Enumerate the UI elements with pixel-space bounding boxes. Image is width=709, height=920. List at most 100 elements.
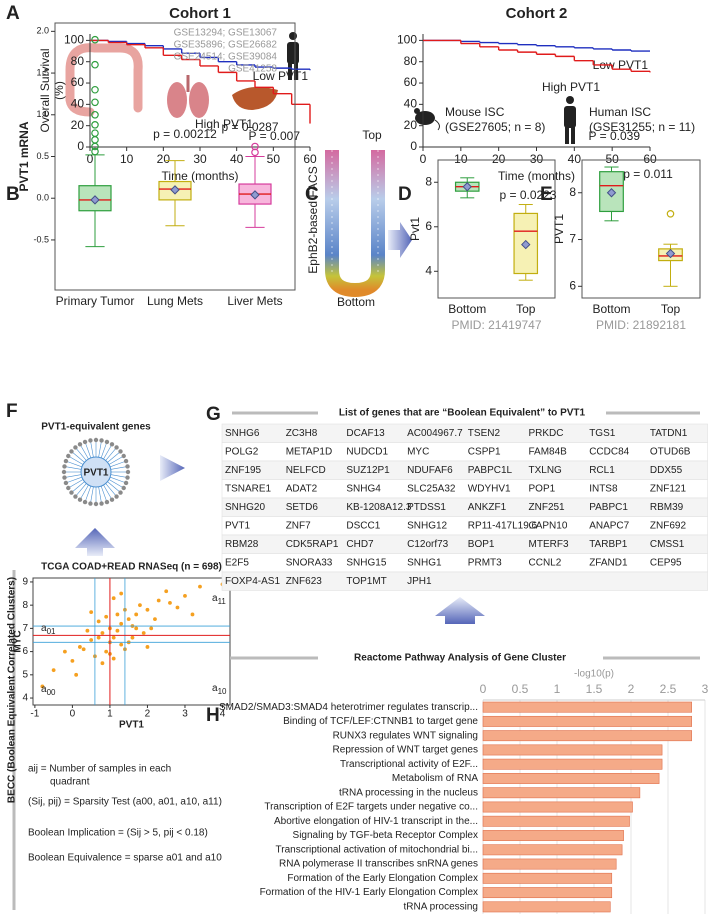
point xyxy=(104,649,109,654)
category-label: Abortive elongation of HIV-1 transcript … xyxy=(274,816,478,827)
gene-node xyxy=(99,438,104,443)
lung-icon xyxy=(167,75,209,118)
gene-cell: PTDSS1 xyxy=(407,502,446,513)
point xyxy=(85,628,90,633)
x-tick-label: 20 xyxy=(157,152,171,166)
legend-line: Boolean Equivalence = sparse a01 and a10 xyxy=(28,853,222,864)
outlier xyxy=(91,120,99,129)
category-label: Transcription of E2F targets under negat… xyxy=(264,802,478,813)
gene-cell: PVT1 xyxy=(225,520,250,531)
series-label: High PVT1 xyxy=(542,80,600,94)
x-axis-label: -log10(p) xyxy=(574,669,614,680)
x-tick-label: 0 xyxy=(420,152,427,166)
spoke xyxy=(76,482,88,496)
x-tick-label: Top xyxy=(661,302,681,316)
point xyxy=(190,612,195,617)
side-label: BECC (Boolean Equivalent Correlated Clus… xyxy=(7,577,18,803)
legend-line: (Sij, pij) = Sparsity Test (a00, a01, a1… xyxy=(28,797,222,808)
gene-node xyxy=(88,438,93,443)
point xyxy=(119,591,124,596)
bar xyxy=(482,887,613,899)
gene-cell: RBM39 xyxy=(650,502,684,513)
gene-node xyxy=(109,442,115,447)
outlier xyxy=(91,98,99,107)
series-label: High PVT1 xyxy=(195,117,253,131)
y-tick-label: 60 xyxy=(71,75,85,89)
spoke xyxy=(106,480,120,492)
y-tick-label: 80 xyxy=(71,54,85,68)
quadrant-letter: a xyxy=(212,593,218,604)
quadrant-index: 10 xyxy=(218,687,227,696)
gene-cell: DDX55 xyxy=(650,465,683,476)
diagram-title: PVT1-equivalent genes xyxy=(41,422,151,433)
category-label: Metabolism of RNA xyxy=(392,773,478,784)
y-tick-label: 9 xyxy=(22,577,28,588)
category-label: Transcriptional activation of mitochondr… xyxy=(276,844,479,855)
bar xyxy=(482,872,613,884)
outlier xyxy=(91,85,99,94)
point xyxy=(70,658,75,663)
spoke xyxy=(102,445,112,461)
gene-cell: ZC3H8 xyxy=(286,428,318,439)
gene-cell: DSCC1 xyxy=(346,520,380,531)
gene-cell: ZNF195 xyxy=(225,465,262,476)
gene-cell: METAP1D xyxy=(286,446,333,457)
bar xyxy=(482,844,623,856)
bar xyxy=(482,730,692,742)
outlier xyxy=(91,35,99,44)
gene-cell: ADAT2 xyxy=(286,483,318,494)
gene-cell: NUDCD1 xyxy=(346,446,388,457)
x-tick-label: 40 xyxy=(568,152,582,166)
gene-cell: MYC xyxy=(407,446,429,457)
gene-node xyxy=(99,501,104,506)
legend-line: Boolean Implication = (Sij > 5, pij < 0.… xyxy=(28,828,208,839)
gene-cell: SNHG20 xyxy=(225,502,265,513)
gene-cell: SUZ12P1 xyxy=(346,465,390,476)
p-value: p = 0.00212 xyxy=(153,127,217,141)
category-label: RUNX3 regulates WNT signaling xyxy=(333,730,478,741)
spoke xyxy=(69,456,85,466)
chart-title: Human ISC xyxy=(589,105,651,119)
chart-subtitle: (GSE27605; n = 8) xyxy=(445,120,545,134)
point xyxy=(168,600,172,605)
x-tick-label: 1 xyxy=(554,682,561,696)
mean xyxy=(90,195,100,205)
gene-node xyxy=(66,453,71,459)
point xyxy=(119,621,124,626)
gene-node xyxy=(66,485,71,491)
point xyxy=(89,638,94,642)
gene-node xyxy=(69,449,74,454)
gene-cell: NELFCD xyxy=(286,465,326,476)
gene-cell: PRMT3 xyxy=(468,557,502,568)
bar xyxy=(482,715,692,727)
center-node xyxy=(80,456,112,488)
point xyxy=(130,635,135,640)
gene-cell: C12orf73 xyxy=(407,539,449,550)
y-tick-label: 1.0 xyxy=(36,109,49,119)
y-tick-label: 4 xyxy=(425,263,432,277)
spoke xyxy=(104,448,116,462)
x-tick-label: 50 xyxy=(605,152,619,166)
point xyxy=(149,626,154,631)
chart-title: Cohort 2 xyxy=(506,5,568,22)
gene-cell: PRKDC xyxy=(529,428,564,439)
quadrant-index: 00 xyxy=(47,688,56,697)
bar xyxy=(482,858,617,870)
point xyxy=(175,605,180,610)
arrow xyxy=(435,597,485,624)
crypt-top: Top xyxy=(362,128,382,142)
bar xyxy=(482,758,663,770)
outlier xyxy=(91,60,99,69)
y-tick-label: 60 xyxy=(404,75,418,89)
outlier xyxy=(91,129,99,137)
mean xyxy=(170,185,180,195)
x-tick-label: 2.5 xyxy=(660,682,677,696)
bar xyxy=(482,744,663,756)
gene-node xyxy=(118,449,123,454)
x-tick-label: Primary Tumor xyxy=(56,294,135,308)
point xyxy=(62,649,67,654)
panel-label: E xyxy=(540,184,553,205)
gene-node xyxy=(73,494,78,499)
panel-label: H xyxy=(206,705,220,726)
y-tick-label: 6 xyxy=(22,646,28,657)
